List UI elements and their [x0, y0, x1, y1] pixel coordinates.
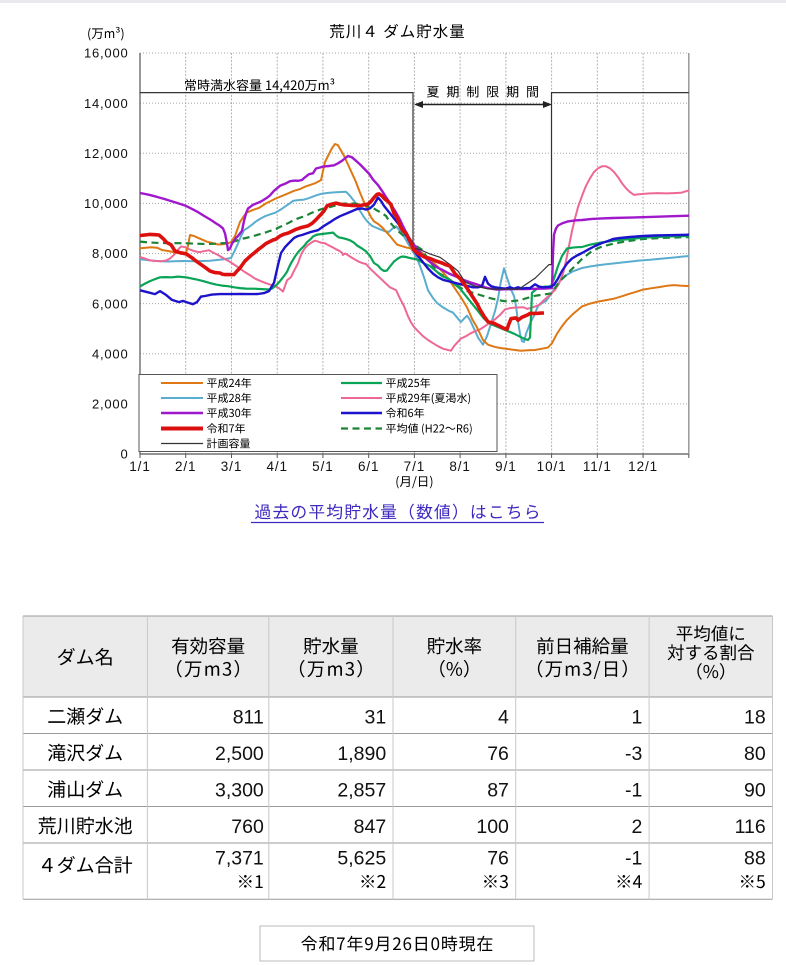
svg-text:3,300: 3,300 [215, 779, 264, 801]
svg-text:5/1: 5/1 [312, 459, 333, 474]
svg-text:31: 31 [364, 706, 386, 728]
svg-text:10/1: 10/1 [537, 459, 567, 474]
svg-text:116: 116 [735, 816, 766, 838]
svg-text:16,000: 16,000 [84, 46, 129, 61]
svg-text:760: 760 [231, 816, 264, 838]
svg-text:100: 100 [476, 816, 509, 838]
svg-text:-1: -1 [625, 779, 642, 801]
svg-text:7,371: 7,371 [215, 848, 264, 870]
svg-text:2/1: 2/1 [175, 459, 196, 474]
svg-text:14,000: 14,000 [84, 96, 129, 111]
svg-text:87: 87 [487, 779, 509, 801]
svg-text:4,000: 4,000 [92, 346, 129, 361]
svg-text:847: 847 [354, 816, 387, 838]
svg-text:5,625: 5,625 [337, 848, 386, 870]
svg-text:88: 88 [744, 848, 766, 870]
svg-text:9/1: 9/1 [495, 459, 516, 474]
svg-text:-1: -1 [625, 848, 642, 870]
svg-text:8,000: 8,000 [92, 246, 129, 261]
svg-text:90: 90 [744, 779, 766, 801]
svg-text:811: 811 [233, 706, 264, 728]
svg-text:6,000: 6,000 [92, 296, 129, 311]
svg-text:12,000: 12,000 [84, 146, 129, 161]
svg-text:2,857: 2,857 [337, 779, 386, 801]
svg-text:2,500: 2,500 [215, 743, 264, 765]
svg-text:0: 0 [120, 447, 128, 462]
svg-text:11/1: 11/1 [583, 459, 612, 474]
svg-text:6/1: 6/1 [358, 459, 379, 474]
svg-text:2: 2 [631, 816, 642, 838]
svg-text:76: 76 [487, 848, 509, 870]
svg-text:80: 80 [744, 743, 766, 765]
svg-text:2,000: 2,000 [92, 397, 129, 412]
svg-text:1: 1 [631, 706, 642, 728]
svg-text:76: 76 [487, 743, 509, 765]
svg-text:10,000: 10,000 [84, 196, 129, 211]
svg-text:1,890: 1,890 [337, 743, 386, 765]
svg-text:18: 18 [744, 706, 766, 728]
svg-text:3/1: 3/1 [221, 459, 242, 474]
svg-text:12/1: 12/1 [628, 459, 658, 474]
svg-text:8/1: 8/1 [449, 459, 470, 474]
svg-text:-3: -3 [625, 743, 642, 765]
svg-text:4/1: 4/1 [266, 459, 287, 474]
svg-text:1/1: 1/1 [129, 459, 150, 474]
svg-text:4: 4 [498, 706, 509, 728]
svg-text:7/1: 7/1 [404, 459, 425, 474]
